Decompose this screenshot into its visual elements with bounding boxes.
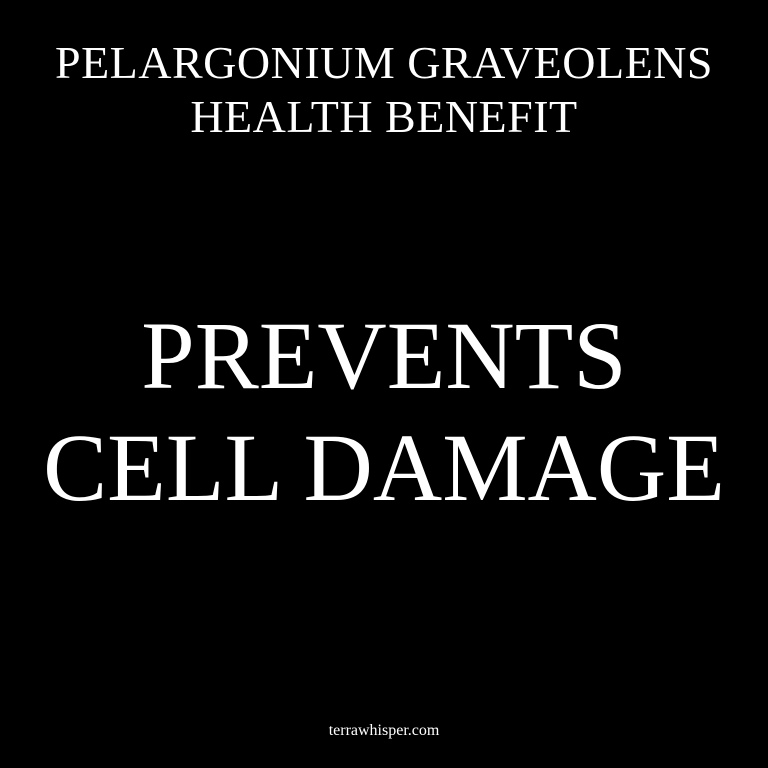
poster-header: PELARGONIUM GRAVEOLENS HEALTH BENEFIT [0, 36, 768, 144]
subtitle-health-benefit: HEALTH BENEFIT [190, 91, 578, 142]
headline-line-2: CELL DAMAGE [43, 414, 725, 521]
website-credit: terrawhisper.com [328, 722, 440, 739]
plant-name-title: PELARGONIUM GRAVEOLENS [54, 37, 713, 88]
headline-line-1: PREVENTS [141, 302, 627, 409]
benefit-headline: PREVENTS CELL DAMAGE [0, 300, 768, 524]
